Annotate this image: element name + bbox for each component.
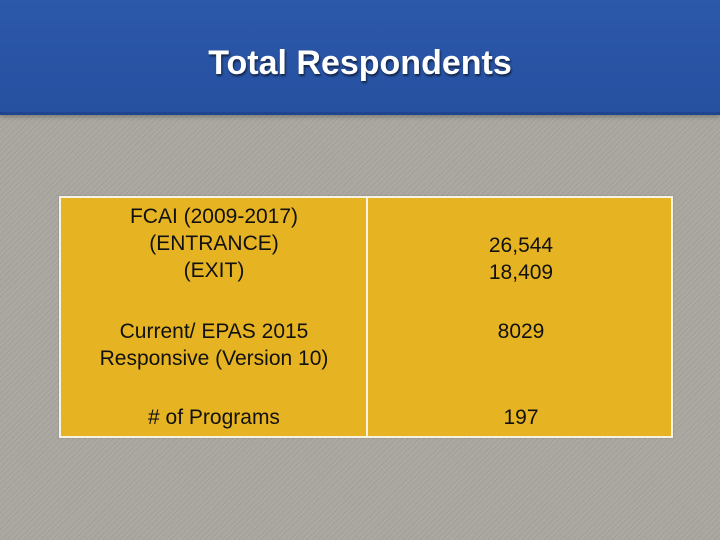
row-3-value-line-1: 197	[503, 406, 539, 429]
row-2-label-line-2: Responsive (Version 10)	[99, 347, 329, 370]
row-1-label-line-1: FCAI (2009-2017)	[129, 205, 299, 228]
row-3-label-line-1: # of Programs	[148, 406, 280, 429]
column-divider	[366, 198, 368, 436]
row-3-label: # of Programs	[67, 404, 361, 431]
row-1-label-line-2: (ENTRANCE)	[149, 232, 279, 255]
row-3-value: 197	[371, 404, 671, 431]
row-1-value: 26,544 18,409	[371, 232, 671, 286]
row-1-label: FCAI (2009-2017) (ENTRANCE) (EXIT)	[67, 203, 361, 284]
row-2-label: Current/ EPAS 2015 Responsive (Version 1…	[67, 318, 361, 372]
title-bar: Total Respondents	[0, 0, 720, 115]
row-1-value-line-2: 18,409	[488, 261, 554, 284]
row-1-label-line-3: (EXIT)	[183, 259, 245, 282]
respondents-table: FCAI (2009-2017) (ENTRANCE) (EXIT) 26,54…	[59, 196, 673, 438]
row-2-value-line-1: 8029	[497, 320, 545, 343]
row-2-value: 8029	[371, 318, 671, 345]
slide-title: Total Respondents	[208, 44, 512, 82]
row-1-value-line-1: 26,544	[488, 234, 554, 257]
row-2-label-line-1: Current/ EPAS 2015	[119, 320, 309, 343]
